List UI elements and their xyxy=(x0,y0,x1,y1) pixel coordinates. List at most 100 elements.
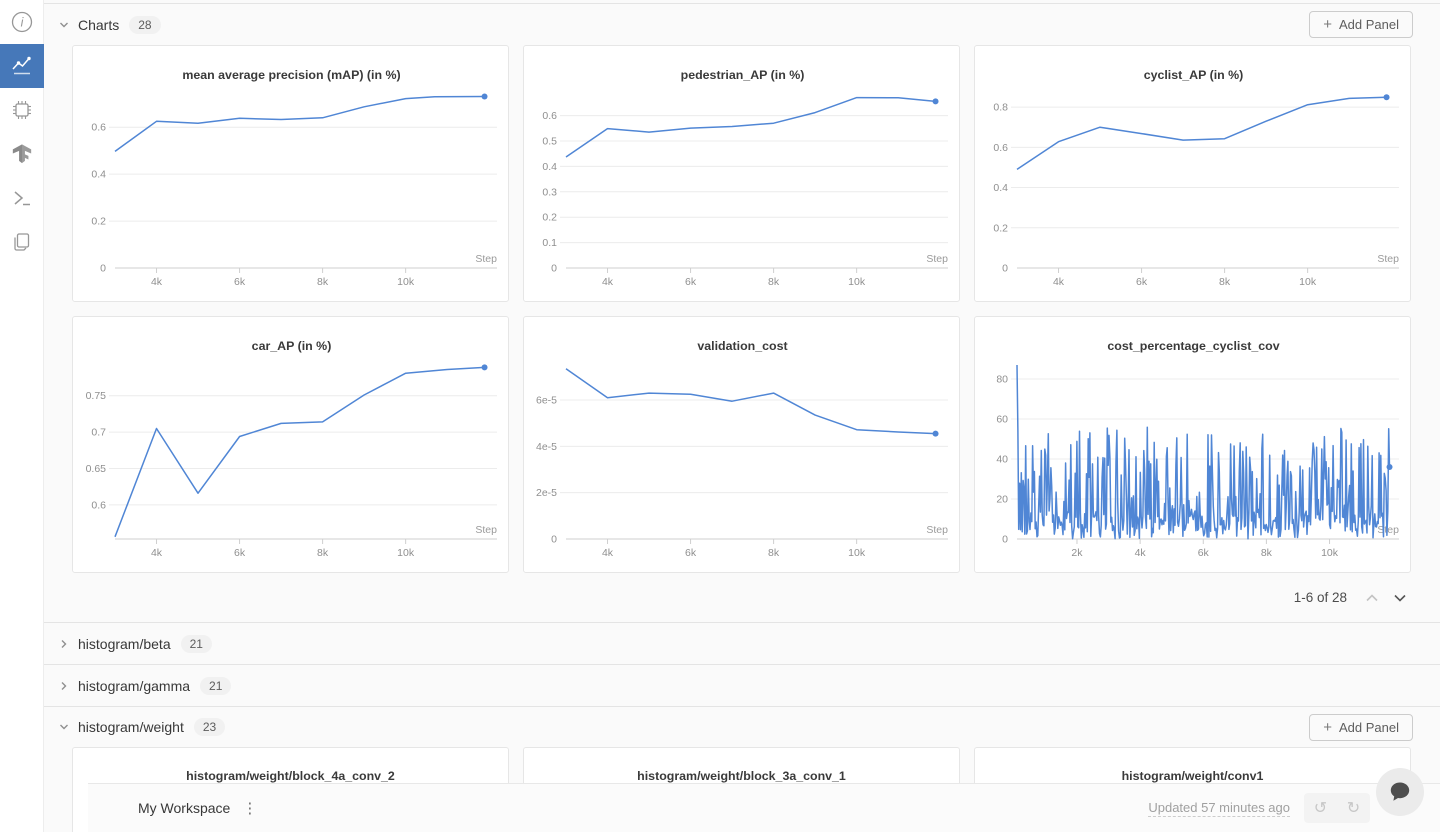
sidebar-item-files[interactable] xyxy=(0,220,44,264)
plus-icon: + xyxy=(1323,718,1332,736)
sidebar-item-charts[interactable] xyxy=(0,44,44,88)
y-tick-label: 0.6 xyxy=(542,110,557,122)
chart-panel[interactable]: pedestrian_AP (in %) 0 0.1 0.2 0.3 0.4 0.5 0.6 S… xyxy=(523,45,960,302)
charts-grid: mean average precision (mAP) (in %) 0 0.2 0… xyxy=(44,45,1440,573)
y-tick-label: 0.8 xyxy=(993,102,1008,114)
chart-title: car_AP (in %) xyxy=(252,339,332,353)
y-tick-label: 0 xyxy=(100,263,106,275)
x-axis-label: Step xyxy=(926,524,948,536)
x-tick-label: 6k xyxy=(685,276,697,288)
x-tick-label: 4k xyxy=(1053,276,1065,288)
chart-panel[interactable]: cyclist_AP (in %) 0 0.2 0.4 0.6 0.8 Step 4k 6k 8k… xyxy=(974,45,1411,302)
x-tick-label: 4k xyxy=(1135,547,1147,559)
line-chart: mean average precision (mAP) (in %) 0 0.2 0… xyxy=(91,68,497,288)
charts-section-header: Charts 28 + Add Panel xyxy=(44,4,1440,45)
redo-icon: ↻ xyxy=(1346,800,1361,817)
line-chart: cost_percentage_cyclist_cov 0 20 40 60 80 Step… xyxy=(996,339,1399,559)
y-tick-label: 0 xyxy=(551,534,557,546)
series-line xyxy=(114,95,485,153)
chart-title: histogram/weight/block_4a_conv_2 xyxy=(186,769,395,783)
workspace-menu-button[interactable]: ⋮ xyxy=(236,797,263,819)
y-tick-label: 4e-5 xyxy=(536,441,557,453)
y-tick-label: 0.3 xyxy=(542,186,557,198)
line-chart: car_AP (in %) 0.6 0.65 0.7 0.75 Step 4k 6k 8k 10k xyxy=(86,339,498,559)
chart-title: pedestrian_AP (in %) xyxy=(681,68,805,82)
chevron-right-icon xyxy=(61,681,67,690)
tensorflow-icon xyxy=(12,144,32,164)
chart-panel[interactable]: mean average precision (mAP) (in %) 0 0.2 0… xyxy=(72,45,509,302)
chevron-up-icon xyxy=(1366,593,1378,601)
x-tick-label: 4k xyxy=(602,547,614,559)
panels-chart-icon xyxy=(12,56,31,75)
y-tick-label: 2e-5 xyxy=(536,487,557,499)
y-tick-label: 0.2 xyxy=(993,222,1008,234)
chart-title: cyclist_AP (in %) xyxy=(1144,68,1244,82)
x-tick-label: 4k xyxy=(151,547,163,559)
chart-title: histogram/weight/conv1 xyxy=(1121,769,1264,783)
section-row-histogram-beta[interactable]: histogram/beta 21 xyxy=(44,622,1440,664)
expand-section-button[interactable] xyxy=(58,680,70,692)
chart-panel[interactable]: validation_cost 0 2e-5 4e-5 6e-5 Step 4k 6k 8k 10… xyxy=(523,316,960,573)
x-tick-label: 4k xyxy=(602,276,614,288)
section-title: Charts xyxy=(78,16,120,33)
collapse-charts-button[interactable] xyxy=(58,19,70,31)
workspace-main: Charts 28 + Add Panel mean average preci… xyxy=(44,0,1440,832)
plus-icon: + xyxy=(1323,16,1332,33)
y-tick-label: 0.5 xyxy=(542,136,557,148)
y-tick-label: 0 xyxy=(1002,263,1008,275)
y-tick-label: 0.65 xyxy=(86,463,107,475)
y-tick-label: 80 xyxy=(996,374,1008,386)
section-row-histogram-weight: histogram/weight 23 + Add Panel xyxy=(44,706,1440,747)
add-panel-button[interactable]: + Add Panel xyxy=(1309,11,1413,38)
chart-panel[interactable]: car_AP (in %) 0.6 0.65 0.7 0.75 Step 4k 6k 8k 10k xyxy=(72,316,509,573)
updated-timestamp[interactable]: Updated 57 minutes ago xyxy=(1148,799,1290,817)
sidebar-item-logs[interactable] xyxy=(0,176,44,220)
x-tick-label: 6k xyxy=(685,547,697,559)
sidebar-item-model[interactable] xyxy=(0,132,44,176)
left-sidebar: i xyxy=(0,0,44,832)
collapse-section-button[interactable] xyxy=(58,721,70,733)
x-tick-label: 8k xyxy=(317,547,329,559)
chat-bubble-icon xyxy=(1390,782,1410,801)
y-tick-label: 0.2 xyxy=(542,212,557,224)
chart-title: mean average precision (mAP) (in %) xyxy=(182,68,400,82)
support-chat-button[interactable] xyxy=(1376,768,1424,816)
expand-section-button[interactable] xyxy=(58,638,70,650)
x-tick-label: 8k xyxy=(768,547,780,559)
chart-panel[interactable]: cost_percentage_cyclist_cov 0 20 40 60 80 Step… xyxy=(974,316,1411,573)
x-tick-label: 10k xyxy=(848,276,866,288)
x-tick-label: 6k xyxy=(1198,547,1210,559)
x-tick-label: 10k xyxy=(848,547,866,559)
chevron-down-icon xyxy=(1394,594,1406,602)
x-tick-label: 10k xyxy=(397,547,415,559)
line-chart: pedestrian_AP (in %) 0 0.1 0.2 0.3 0.4 0.5 0.6 S… xyxy=(542,68,948,288)
x-axis-label: Step xyxy=(1377,524,1399,536)
kebab-icon: ⋮ xyxy=(242,800,258,817)
y-tick-label: 20 xyxy=(996,494,1008,506)
section-row-histogram-gamma[interactable]: histogram/gamma 21 xyxy=(44,664,1440,706)
line-chart: validation_cost 0 2e-5 4e-5 6e-5 Step 4k 6k 8k 10… xyxy=(536,339,948,559)
y-tick-label: 6e-5 xyxy=(536,395,557,407)
files-icon xyxy=(14,233,30,251)
y-tick-label: 0.75 xyxy=(86,390,107,402)
chart-title: cost_percentage_cyclist_cov xyxy=(1107,339,1279,353)
chevron-right-icon xyxy=(61,639,67,648)
x-tick-label: 10k xyxy=(1299,276,1317,288)
workspace-name: My Workspace xyxy=(138,800,231,816)
series-line xyxy=(565,96,936,158)
page-down-button[interactable] xyxy=(1389,589,1411,607)
y-tick-label: 0.4 xyxy=(542,161,557,173)
x-tick-label: 8k xyxy=(317,276,329,288)
x-tick-label: 4k xyxy=(151,276,163,288)
add-panel-button[interactable]: + Add Panel xyxy=(1309,713,1413,741)
x-tick-label: 6k xyxy=(234,276,246,288)
x-tick-label: 6k xyxy=(1136,276,1148,288)
sidebar-item-info[interactable]: i xyxy=(0,0,44,44)
series-line xyxy=(565,368,936,435)
redo-button[interactable]: ↻ xyxy=(1337,793,1370,823)
y-tick-label: 0.4 xyxy=(91,169,106,181)
sidebar-item-system[interactable] xyxy=(0,88,44,132)
line-chart: cyclist_AP (in %) 0 0.2 0.4 0.6 0.8 Step 4k 6k 8k… xyxy=(993,68,1399,288)
page-up-button[interactable] xyxy=(1361,589,1383,607)
undo-button[interactable]: ↺ xyxy=(1304,793,1337,823)
